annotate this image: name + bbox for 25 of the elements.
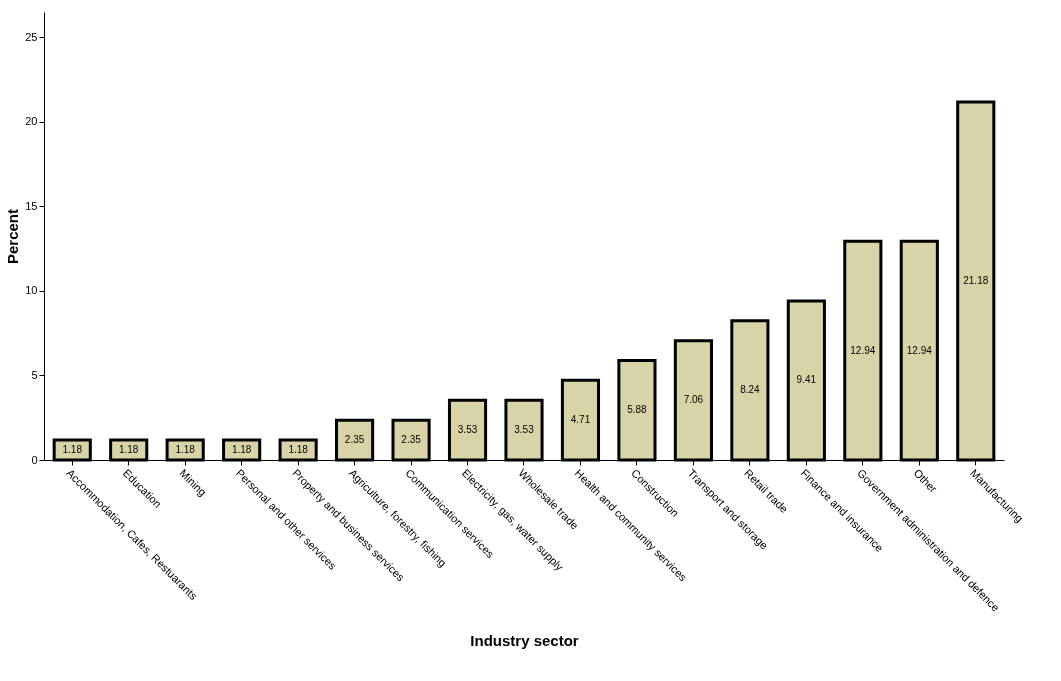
data-label: 1.18 (62, 444, 83, 456)
data-label: 7.06 (683, 394, 704, 406)
y-tick-label: 20 (25, 115, 38, 128)
data-label: 12.94 (906, 344, 933, 356)
y-tick-label: 0 (31, 453, 38, 466)
data-label: 3.53 (514, 424, 535, 436)
data-label: 21.18 (963, 274, 989, 286)
data-label: 9.41 (796, 374, 817, 386)
y-tick-label: 10 (25, 284, 38, 297)
data-label: 2.35 (401, 434, 422, 446)
data-label: 2.35 (344, 434, 365, 446)
data-label: 1.18 (288, 444, 309, 456)
data-label: 8.24 (740, 384, 761, 396)
data-label: 12.94 (850, 344, 876, 356)
data-label: 1.18 (118, 444, 139, 456)
y-tick-label: 25 (25, 30, 38, 43)
data-label: 5.88 (627, 404, 648, 416)
y-tick-label: 5 (31, 368, 38, 381)
data-label: 4.71 (570, 414, 591, 426)
x-axis-title: Industry sector (470, 631, 579, 649)
data-label: 1.18 (175, 444, 196, 456)
y-tick-label: 15 (25, 199, 38, 212)
data-label: 1.18 (231, 444, 252, 456)
data-label: 3.53 (457, 424, 478, 436)
y-axis-title: Percent (4, 208, 22, 265)
